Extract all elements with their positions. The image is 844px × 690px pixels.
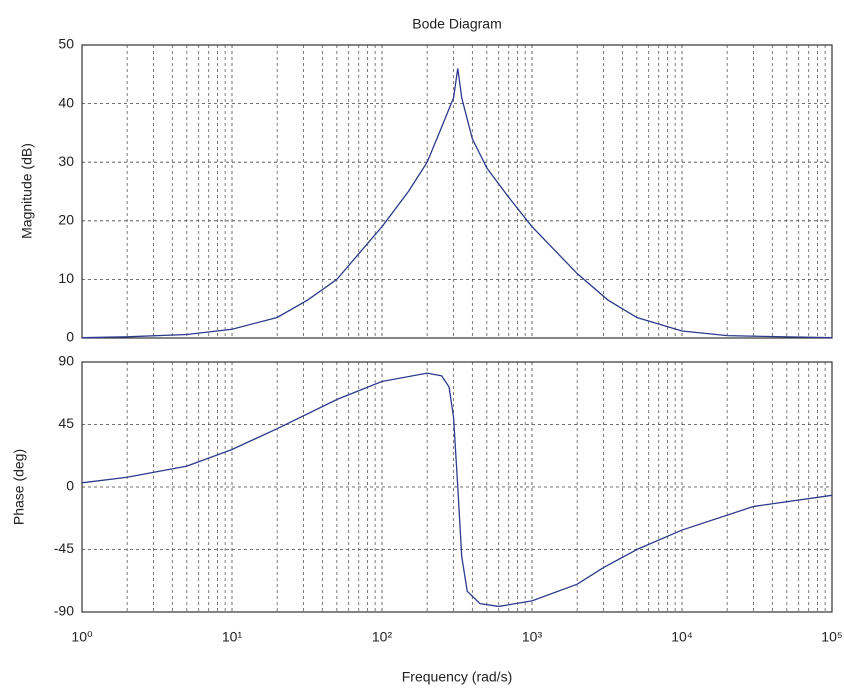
y-tick-label: 10	[58, 270, 74, 286]
y-tick-label: 50	[58, 36, 74, 52]
y-axis-label: Phase (deg)	[11, 449, 27, 525]
x-tick-label: 10³	[522, 629, 543, 645]
y-axis-label: Magnitude (dB)	[19, 143, 35, 239]
y-tick-label: 40	[58, 94, 74, 110]
x-tick-label: 10⁵	[821, 629, 842, 645]
y-tick-label: -90	[54, 603, 74, 619]
y-tick-label: 45	[58, 415, 74, 431]
plot-frame	[81, 44, 833, 339]
y-tick-label: 30	[58, 153, 74, 169]
chart-title: Bode Diagram	[412, 16, 502, 32]
data-line	[81, 372, 833, 608]
y-tick-label: -45	[54, 540, 74, 556]
y-tick-label: 0	[66, 329, 74, 345]
data-line	[81, 68, 833, 339]
y-tick-label: 20	[58, 212, 74, 228]
y-tick-label: 0	[66, 478, 74, 494]
x-tick-label: 10²	[372, 629, 393, 645]
x-axis-label: Frequency (rad/s)	[402, 669, 512, 685]
x-tick-label: 10⁴	[671, 629, 693, 645]
plot-frame	[81, 361, 833, 613]
x-tick-label: 10¹	[222, 629, 243, 645]
y-tick-label: 90	[58, 353, 74, 369]
x-tick-label: 10⁰	[71, 629, 93, 645]
